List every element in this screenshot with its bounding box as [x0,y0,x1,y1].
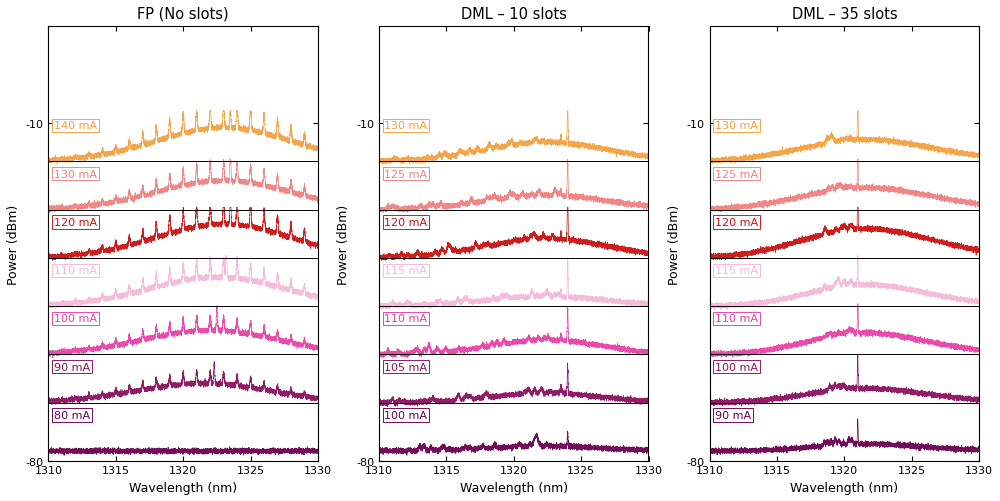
Text: 130 mA: 130 mA [54,169,97,179]
Text: 130 mA: 130 mA [384,121,427,131]
Text: 110 mA: 110 mA [715,314,758,324]
X-axis label: Wavelength (nm): Wavelength (nm) [460,481,568,494]
Y-axis label: Power (dBm): Power (dBm) [668,204,681,284]
X-axis label: Wavelength (nm): Wavelength (nm) [129,481,237,494]
Y-axis label: Power (dBm): Power (dBm) [7,204,20,284]
Text: 110 mA: 110 mA [384,314,427,324]
Text: 115 mA: 115 mA [384,266,427,276]
Text: 110 mA: 110 mA [54,266,97,276]
Text: 100 mA: 100 mA [54,314,97,324]
Text: 100 mA: 100 mA [715,362,758,372]
Text: 115 mA: 115 mA [715,266,758,276]
Title: DML – 35 slots: DML – 35 slots [792,7,897,22]
Title: FP (No slots): FP (No slots) [137,7,229,22]
Text: 120 mA: 120 mA [384,217,428,227]
Text: 90 mA: 90 mA [54,362,90,372]
Text: 130 mA: 130 mA [715,121,758,131]
X-axis label: Wavelength (nm): Wavelength (nm) [790,481,898,494]
Text: 100 mA: 100 mA [384,410,427,420]
Text: 120 mA: 120 mA [715,217,758,227]
Text: 80 mA: 80 mA [54,410,90,420]
Y-axis label: Power (dBm): Power (dBm) [337,204,350,284]
Text: 125 mA: 125 mA [715,169,758,179]
Text: 105 mA: 105 mA [384,362,427,372]
Text: 140 mA: 140 mA [54,121,97,131]
Text: 125 mA: 125 mA [384,169,428,179]
Text: 90 mA: 90 mA [715,410,751,420]
Title: DML – 10 slots: DML – 10 slots [461,7,567,22]
Text: 120 mA: 120 mA [54,217,97,227]
